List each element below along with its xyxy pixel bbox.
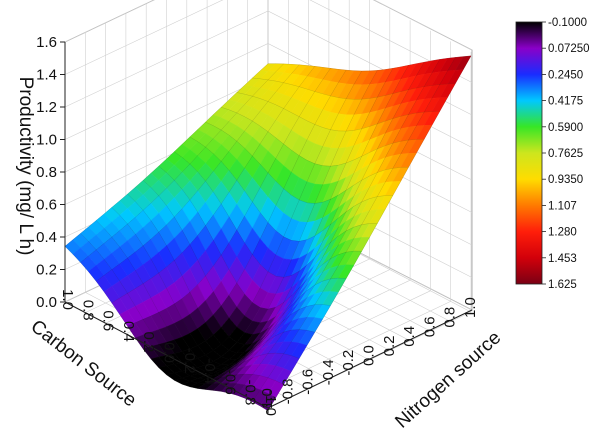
mesh-line (158, 166, 362, 310)
z-tick-label: 0.0 (36, 294, 57, 311)
x-tick-label: -0.4 (201, 358, 218, 384)
mesh-line (111, 66, 315, 304)
mesh-line (267, 55, 472, 411)
x-tick-label: -0.8 (242, 380, 259, 406)
z-tick-label: 1.4 (36, 67, 57, 84)
x-tick-labels: 1.00.80.60.40.20.0 -0.2 -0.4 -0.6 -0.8 -1.0 (59, 289, 279, 416)
colorbar-tick-label: 0.9350 (548, 174, 583, 186)
z-tick-label: 1.0 (36, 132, 57, 149)
mesh-line (236, 59, 441, 396)
colorbar-tick-label: 0.2450 (548, 69, 583, 81)
colorbar-tick-label: -0.1000 (548, 17, 587, 29)
mesh-line (252, 57, 456, 402)
mesh-line (174, 70, 378, 381)
mesh-line (142, 180, 347, 335)
z-tick-label: 0.8 (36, 164, 57, 181)
colorbar-tick-label: 1.280 (548, 227, 577, 239)
mesh-line (80, 233, 284, 385)
colorbar: -0.1000 0.07250 0.2450 0.4175 0.5900 0.7625 0.… (515, 17, 590, 291)
y-tick-label: -0.6 (300, 369, 317, 395)
z-tick-label: 1.2 (36, 99, 57, 116)
x-tick-label: 0.4 (120, 321, 137, 342)
colorbar-tick-label: 0.4175 (548, 96, 583, 108)
colorbar-tick-label: 0.5900 (548, 122, 583, 134)
colorbar-tick-label: 1.625 (548, 279, 577, 291)
x-tick-label: 0.8 (79, 300, 96, 321)
mesh-line (96, 220, 300, 373)
y-tick-label: 0.8 (442, 307, 459, 328)
y-tick-label: -0.2 (340, 350, 357, 376)
y-tick-label: 0.4 (401, 326, 418, 347)
mesh-line (189, 136, 393, 242)
mesh-line (127, 193, 331, 354)
surface-mesh (64, 55, 472, 412)
mesh-line (80, 63, 284, 263)
mesh-line (64, 63, 269, 247)
mesh-line (111, 207, 315, 365)
x-tick-label: 0.6 (100, 310, 117, 331)
mesh-line (127, 68, 331, 327)
mesh-line (221, 106, 425, 167)
x-tick-label: -0.6 (221, 369, 238, 395)
x-tick-label: 1.0 (59, 289, 76, 310)
mesh-line (252, 77, 456, 100)
y-tick-label: 0.0 (361, 345, 378, 366)
x-tick-label: -1.0 (262, 390, 279, 416)
mesh-line (236, 92, 440, 132)
colorbar-ticks: -0.1000 0.07250 0.2450 0.4175 0.5900 0.7625 0.… (542, 17, 590, 291)
colorbar-tick-label: 1.107 (548, 200, 577, 212)
mesh-line (143, 69, 347, 350)
y-axis-line (267, 309, 473, 409)
y-tick-label: -0.4 (320, 359, 337, 385)
mesh-line (64, 246, 269, 412)
z-tick-label: 0.2 (36, 262, 57, 279)
x-tick-label: 0.2 (140, 332, 157, 353)
mesh-line (205, 65, 409, 390)
y-tick-label: 0.6 (421, 316, 438, 337)
mesh-line (221, 62, 425, 392)
z-tick-label: 1.6 (36, 34, 57, 51)
mesh-line (174, 151, 378, 278)
mesh-line (205, 121, 409, 204)
y-tick-label: -0.8 (279, 379, 296, 405)
z-tick-label: 0.4 (36, 229, 57, 246)
wall-gridline (64, 0, 473, 51)
colorbar-tick-label: 0.07250 (548, 43, 590, 55)
y-tick-label: 1.0 (462, 297, 479, 318)
x-tick-label: -0.2 (181, 348, 198, 374)
z-tick-label: 0.6 (36, 197, 57, 214)
wall-gridline (64, 0, 473, 83)
colorbar-gradient (515, 21, 543, 285)
y-tick-label: -1.0 (259, 388, 276, 414)
y-tick-labels: -1.0 -0.8 -0.6 -0.4 -0.2 0.0 0.2 0.4 0.6 0.8 1.0 (259, 297, 479, 414)
x-tick-label: 0.0 (161, 342, 178, 363)
x-axis-line (64, 301, 269, 409)
mesh-line (96, 64, 300, 282)
z-axis-title: Productivity (mg/ L h) (15, 77, 36, 256)
mesh-line (189, 68, 394, 388)
mesh-line (158, 70, 362, 368)
colorbar-tick-label: 0.7625 (548, 148, 583, 160)
y-tick-label: 0.2 (381, 336, 398, 357)
z-tick-labels: 0.0 0.2 0.4 0.6 0.8 1.0 1.2 1.4 1.6 (36, 34, 65, 311)
colorbar-tick-label: 1.453 (548, 253, 577, 265)
mesh-line (268, 55, 472, 72)
